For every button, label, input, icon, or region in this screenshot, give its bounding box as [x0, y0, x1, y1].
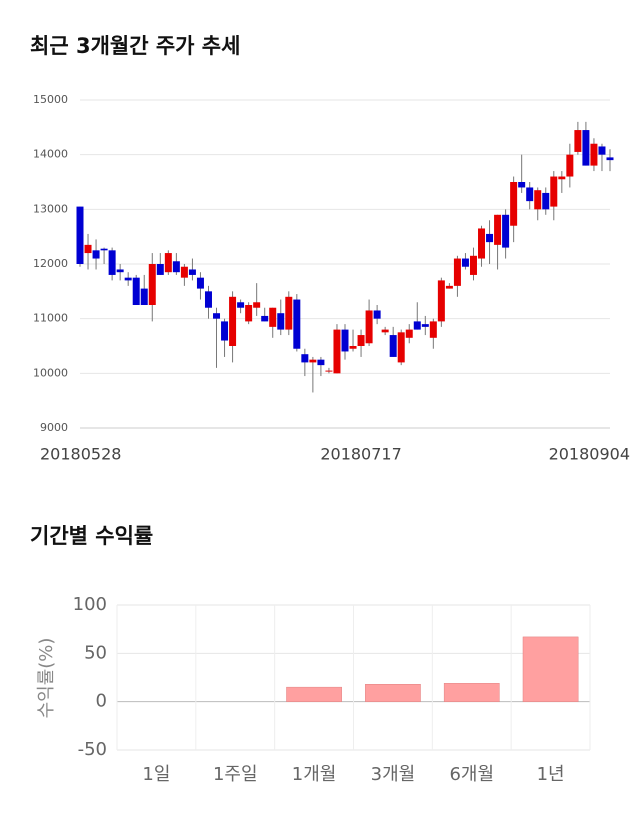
y-tick-label: 50 [84, 642, 107, 663]
y-axis-label: 수익률(%) [36, 638, 57, 719]
candle-body [478, 228, 486, 259]
bar [286, 686, 342, 702]
candle-body [357, 335, 365, 346]
candle-body [542, 192, 550, 210]
candle-body [221, 321, 229, 341]
candle-body [204, 291, 212, 308]
candle-body [84, 244, 92, 254]
candle-body [325, 370, 333, 372]
x-tick-label: 6개월 [449, 764, 494, 785]
candle-body [116, 269, 124, 273]
x-tick-label: 20180528 [40, 445, 121, 464]
candle-body [534, 190, 542, 210]
y-tick-label: 12000 [33, 257, 68, 270]
x-tick-label: 1년 [537, 764, 565, 785]
candle-body [566, 154, 574, 177]
y-tick-label: 0 [96, 691, 107, 712]
candle-body [558, 176, 566, 180]
candle-body [100, 248, 108, 251]
candle-body [229, 296, 237, 346]
candle-body [124, 277, 132, 281]
candle-body [293, 299, 301, 349]
candle-body [486, 233, 494, 243]
chart-title: 기간별 수익률 [30, 524, 153, 548]
candle-body [285, 296, 293, 330]
y-tick-label: 14000 [33, 148, 68, 161]
bar [522, 636, 579, 702]
candle-body [108, 250, 116, 275]
x-tick-label: 1일 [142, 764, 170, 785]
candle-body [341, 329, 349, 352]
candle-body [301, 354, 309, 363]
y-tick-label: -50 [78, 739, 107, 760]
candle-body [461, 258, 469, 267]
candle-body [494, 214, 502, 245]
candle-body [502, 214, 510, 248]
candle-body [526, 187, 534, 202]
candle-body [188, 269, 196, 275]
candle-body [453, 258, 461, 286]
y-tick-label: 11000 [33, 312, 68, 325]
candle-body [172, 261, 180, 273]
candle-body [606, 157, 614, 161]
candle-body [510, 182, 518, 226]
y-tick-label: 10000 [33, 366, 68, 379]
candle-body [317, 359, 325, 366]
x-tick-label: 3개월 [371, 764, 416, 785]
candle-body [469, 255, 477, 275]
candle-body [245, 305, 253, 322]
y-tick-label: 9000 [40, 421, 68, 434]
candle-body [277, 313, 285, 330]
candle-body [413, 321, 421, 330]
x-tick-label: 20180717 [320, 445, 401, 464]
x-tick-label: 1주일 [213, 764, 258, 785]
candle-body [180, 266, 188, 278]
candle-body [164, 253, 172, 273]
candle-body [253, 302, 261, 308]
candle-body [349, 346, 357, 349]
candle-body [140, 288, 148, 305]
candle-body [582, 130, 590, 166]
candle-body [132, 277, 140, 305]
x-tick-label: 20180904 [549, 445, 630, 464]
candle-body [518, 182, 526, 188]
candle-body [405, 329, 413, 338]
x-tick-label: 1개월 [292, 764, 337, 785]
candle-body [333, 329, 341, 374]
candle-body [598, 146, 606, 155]
candle-body [389, 335, 397, 357]
candle-body [373, 310, 381, 319]
candle-body [156, 264, 164, 275]
candle-body [421, 324, 429, 327]
candle-body [237, 302, 245, 308]
candle-body [213, 313, 221, 319]
candle-body [550, 176, 558, 207]
candle-body [196, 277, 204, 289]
candle-body [365, 310, 373, 344]
candle-body [574, 130, 582, 152]
candle-body [148, 264, 156, 305]
candle-body [445, 285, 453, 289]
y-tick-label: 100 [73, 594, 107, 615]
candle-body [76, 206, 84, 264]
candle-body [309, 359, 317, 363]
candle-body [269, 307, 277, 327]
candle-body [397, 332, 405, 363]
y-tick-label: 15000 [33, 93, 68, 106]
bar [365, 684, 421, 702]
candle-body [92, 250, 100, 259]
candle-body [437, 280, 445, 322]
chart-title: 최근 3개월간 주가 추세 [30, 34, 240, 58]
candle-body [261, 315, 269, 322]
candle-body [429, 321, 437, 338]
bar [443, 683, 500, 702]
candle-body [590, 143, 598, 166]
y-tick-label: 13000 [33, 202, 68, 215]
candle-body [381, 329, 389, 333]
